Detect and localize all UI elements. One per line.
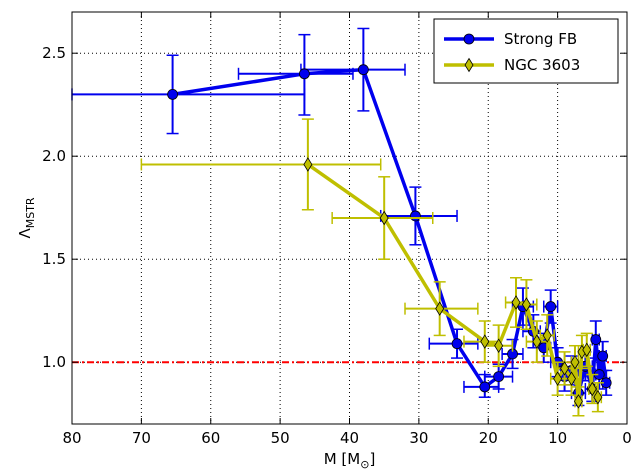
data-point bbox=[587, 381, 597, 397]
x-tick-label: 30 bbox=[409, 429, 428, 447]
data-point bbox=[451, 338, 463, 350]
svg-text:ΛMSTR: ΛMSTR bbox=[16, 197, 37, 238]
data-point bbox=[553, 371, 563, 386]
x-tick-label: 50 bbox=[271, 429, 290, 447]
y-tick-label: 2.0 bbox=[42, 147, 66, 165]
data-point bbox=[479, 381, 491, 393]
data-point bbox=[494, 338, 504, 353]
series-strong-fb bbox=[71, 27, 613, 407]
legend-label: NGC 3603 bbox=[504, 56, 580, 74]
series-ngc-3603 bbox=[140, 118, 604, 417]
legend: Strong FB NGC 3603 bbox=[433, 18, 619, 84]
x-tick-label: 0 bbox=[622, 429, 632, 447]
y-axis-label-main: Λ bbox=[16, 228, 34, 239]
legend-marker bbox=[463, 33, 475, 45]
data-point bbox=[299, 68, 310, 80]
data-point bbox=[410, 210, 421, 222]
data-point bbox=[493, 371, 505, 383]
legend-item: NGC 3603 bbox=[444, 56, 580, 74]
svg-text:M [M⊙]: M [M⊙] bbox=[324, 450, 376, 471]
data-point bbox=[573, 394, 583, 409]
x-tick-label: 40 bbox=[340, 429, 359, 447]
y-axis-label-sub: MSTR bbox=[24, 197, 37, 228]
x-tick-label: 80 bbox=[62, 429, 81, 447]
axis-ticks: 80 70 60 50 40 30 20 10 0 1.0 1.5 2.0 2.5 bbox=[42, 12, 632, 447]
x-tick-label: 10 bbox=[548, 429, 567, 447]
x-axis-label-sub: ⊙ bbox=[360, 458, 369, 471]
data-point bbox=[357, 64, 369, 76]
x-axis-label: M [M⊙] bbox=[324, 450, 376, 471]
data-point bbox=[167, 89, 178, 100]
series-line bbox=[306, 163, 600, 404]
data-point bbox=[597, 350, 609, 362]
y-tick-label: 1.0 bbox=[42, 353, 66, 371]
data-point bbox=[521, 297, 531, 312]
legend-marker bbox=[464, 57, 474, 73]
x-tick-label: 70 bbox=[132, 429, 151, 447]
data-point bbox=[570, 354, 580, 370]
legend-label: Strong FB bbox=[504, 30, 577, 48]
data-point bbox=[593, 389, 603, 405]
x-axis-label-main: M [M bbox=[324, 450, 361, 468]
y-tick-label: 2.5 bbox=[42, 44, 66, 62]
plot-series bbox=[71, 27, 613, 417]
data-point bbox=[435, 301, 445, 316]
data-point bbox=[567, 371, 576, 386]
data-point bbox=[532, 334, 542, 349]
data-point bbox=[480, 334, 490, 349]
data-point bbox=[560, 361, 570, 376]
data-point bbox=[303, 157, 313, 172]
legend-item: Strong FB bbox=[444, 30, 577, 48]
x-tick-label: 20 bbox=[479, 429, 498, 447]
data-point bbox=[379, 210, 389, 226]
y-tick-label: 1.5 bbox=[42, 250, 66, 268]
x-axis-label-close: ] bbox=[369, 450, 375, 468]
data-point bbox=[545, 301, 557, 312]
data-point bbox=[582, 342, 592, 358]
y-axis-label: ΛMSTR bbox=[16, 197, 37, 238]
legend-box bbox=[433, 18, 619, 84]
data-point bbox=[542, 328, 552, 343]
data-point bbox=[590, 334, 602, 345]
x-tick-label: 60 bbox=[201, 429, 220, 447]
data-point bbox=[511, 295, 521, 310]
